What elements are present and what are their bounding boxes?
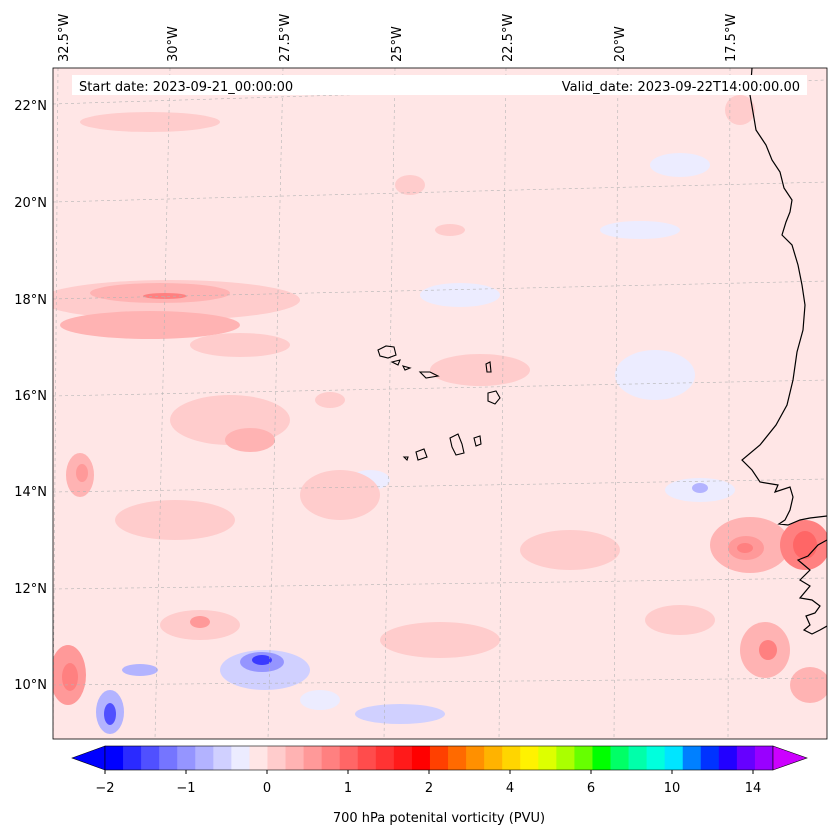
- colorbar-extend-high: [772, 745, 808, 771]
- colorbar-bin: [357, 746, 377, 770]
- lat-label: 18°N: [14, 293, 47, 308]
- lon-label: 27.5°W: [278, 14, 293, 62]
- lon-label: 30°W: [166, 26, 181, 62]
- colorbar: −2 −1 0 1 2 4 6 10 14 700 hPa potenital …: [71, 745, 808, 826]
- colorbar-bin: [141, 746, 160, 770]
- colorbar-bin: [159, 746, 178, 770]
- graticule: [53, 68, 827, 739]
- colorbar-bin: [267, 746, 287, 770]
- colorbar-bin: [429, 746, 449, 770]
- colorbar-bin: [610, 746, 630, 770]
- map-frame: [52, 67, 828, 740]
- africa-coastline-south: [796, 539, 827, 635]
- colorbar-bin: [682, 746, 702, 770]
- negative-pv-patches: [96, 153, 735, 734]
- latitude-labels: 22°N 20°N 18°N 16°N 14°N 12°N 10°N: [14, 99, 47, 693]
- colorbar-bin: [411, 746, 431, 770]
- colorbar-bin: [231, 746, 250, 770]
- colorbar-bin: [375, 746, 395, 770]
- colorbar-tick-label: 10: [664, 781, 681, 796]
- colorbar-bin: [700, 746, 720, 770]
- colorbar-bin: [105, 746, 124, 770]
- colorbar-bin: [646, 746, 666, 770]
- colorbar-bin: [628, 746, 648, 770]
- lat-label: 10°N: [14, 678, 47, 693]
- colorbar-bin: [466, 746, 485, 770]
- colorbar-bin: [285, 746, 305, 770]
- colorbar-ticks: [104, 770, 754, 774]
- colorbar-bin: [321, 746, 341, 770]
- lat-label: 22°N: [14, 99, 47, 114]
- colorbar-bin: [448, 746, 467, 770]
- colorbar-tick-label: −2: [95, 781, 114, 796]
- cape-verde-islands: [377, 345, 501, 462]
- colorbar-bin: [754, 746, 774, 770]
- lon-label: 20°W: [613, 26, 628, 62]
- colorbar-tick-label: 14: [745, 781, 762, 796]
- lat-label: 16°N: [14, 389, 47, 404]
- colorbar-tick-label: 1: [344, 781, 352, 796]
- valid-date-label: Valid_date: 2023-09-22T14:00:00.00: [562, 80, 800, 95]
- colorbar-bin: [520, 746, 539, 770]
- colorbar-bins: [104, 745, 774, 771]
- lat-label: 12°N: [14, 582, 47, 597]
- colorbar-bin: [574, 746, 593, 770]
- colorbar-bin: [592, 746, 612, 770]
- colorbar-bin: [213, 746, 232, 770]
- colorbar-bin: [303, 746, 323, 770]
- longitude-labels: 32.5°W 30°W 27.5°W 25°W 22.5°W 20°W 17.5…: [57, 14, 739, 62]
- header-box: [72, 75, 807, 95]
- colorbar-bin: [393, 746, 413, 770]
- colorbar-bin: [177, 746, 196, 770]
- colorbar-bin: [664, 746, 684, 770]
- lon-label: 32.5°W: [57, 14, 72, 62]
- lon-label: 22.5°W: [501, 14, 516, 62]
- colorbar-bin: [538, 746, 557, 770]
- colorbar-bin: [736, 746, 756, 770]
- colorbar-bin: [556, 746, 575, 770]
- lat-label: 20°N: [14, 196, 47, 211]
- start-date-label: Start date: 2023-09-21_00:00:00: [79, 80, 293, 95]
- colorbar-bin: [718, 746, 738, 770]
- colorbar-bin: [339, 746, 359, 770]
- lon-label: 17.5°W: [724, 14, 739, 62]
- colorbar-tick-label: 6: [587, 781, 595, 796]
- africa-coastline: [741, 68, 827, 526]
- colorbar-tick-labels: −2 −1 0 1 2 4 6 10 14: [95, 781, 761, 796]
- colorbar-bin: [484, 746, 503, 770]
- colorbar-tick-label: 0: [263, 781, 271, 796]
- colorbar-tick-label: 2: [425, 781, 433, 796]
- colorbar-bin: [249, 746, 268, 770]
- colorbar-label: 700 hPa potenital vorticity (PVU): [333, 811, 545, 826]
- colorbar-bin: [502, 746, 521, 770]
- lat-label: 14°N: [14, 485, 47, 500]
- colorbar-tick-label: −1: [176, 781, 195, 796]
- colorbar-bin: [195, 746, 214, 770]
- colorbar-extend-low: [71, 745, 106, 771]
- positive-pv-patches: [53, 95, 827, 705]
- lon-label: 25°W: [390, 26, 405, 62]
- colorbar-bin: [123, 746, 142, 770]
- colorbar-tick-label: 4: [506, 781, 514, 796]
